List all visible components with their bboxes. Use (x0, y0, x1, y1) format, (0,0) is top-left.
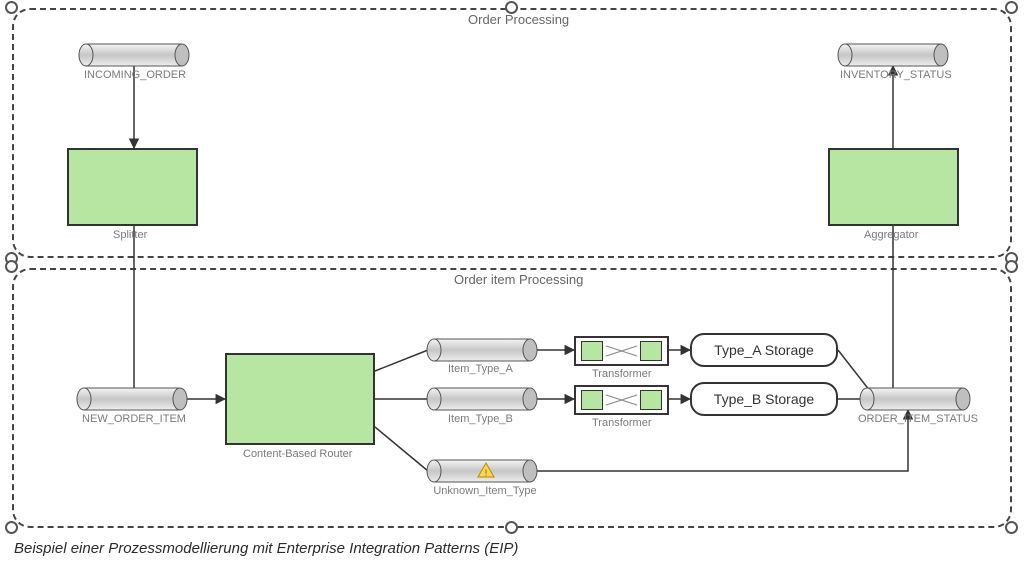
eip-splitter-label: Splitter (113, 229, 147, 241)
transformer-mini-icon (581, 390, 603, 410)
eip-aggregator[interactable] (828, 148, 959, 226)
eip-splitter[interactable] (67, 148, 198, 226)
channel-item-type-a (427, 339, 537, 361)
eip-router-label: Content-Based Router (243, 448, 352, 460)
transformer-mini-icon (640, 390, 662, 410)
channel-incoming-order (79, 44, 189, 66)
diagram-canvas: Order Processing Order item Processing (0, 0, 1024, 577)
channel-inventory-status (838, 44, 948, 66)
channel-incoming-order-label: INCOMING_ORDER (84, 69, 184, 81)
transformer-cross-icon (603, 390, 640, 410)
channel-order-item-status-label: ORDER_ITEM_STATUS (858, 413, 976, 425)
channel-item-type-b-label: Item_Type_B (448, 413, 513, 425)
channel-new-order-item-label: NEW_ORDER_ITEM (80, 413, 188, 425)
eip-aggregator-label: Aggregator (864, 229, 918, 241)
transformer-b[interactable] (574, 385, 669, 415)
figure-caption: Beispiel einer Prozessmodellierung mit E… (14, 540, 518, 557)
svg-layer: ! (0, 0, 1024, 560)
channel-order-item-status (860, 388, 970, 410)
transformer-mini-icon (581, 341, 603, 361)
transformer-a[interactable] (574, 336, 669, 366)
svg-text:!: ! (485, 468, 488, 478)
channel-item-type-b (427, 388, 537, 410)
transformer-a-label: Transformer (592, 368, 652, 380)
channel-item-type-a-label: Item_Type_A (448, 363, 513, 375)
storage-a[interactable]: Type_A Storage (690, 333, 838, 367)
storage-b[interactable]: Type_B Storage (690, 382, 838, 416)
transformer-b-label: Transformer (592, 417, 652, 429)
channel-unknown-item-type-label: Unknown_Item_Type (430, 485, 540, 497)
storage-a-label: Type_A Storage (714, 342, 814, 358)
storage-b-label: Type_B Storage (714, 391, 814, 407)
eip-router[interactable] (225, 353, 375, 445)
channel-inventory-status-label: INVENTORY_STATUS (840, 69, 948, 81)
transformer-mini-icon (640, 341, 662, 361)
channel-new-order-item (77, 388, 187, 410)
transformer-cross-icon (603, 341, 640, 361)
channel-unknown-item-type: ! (427, 460, 537, 482)
